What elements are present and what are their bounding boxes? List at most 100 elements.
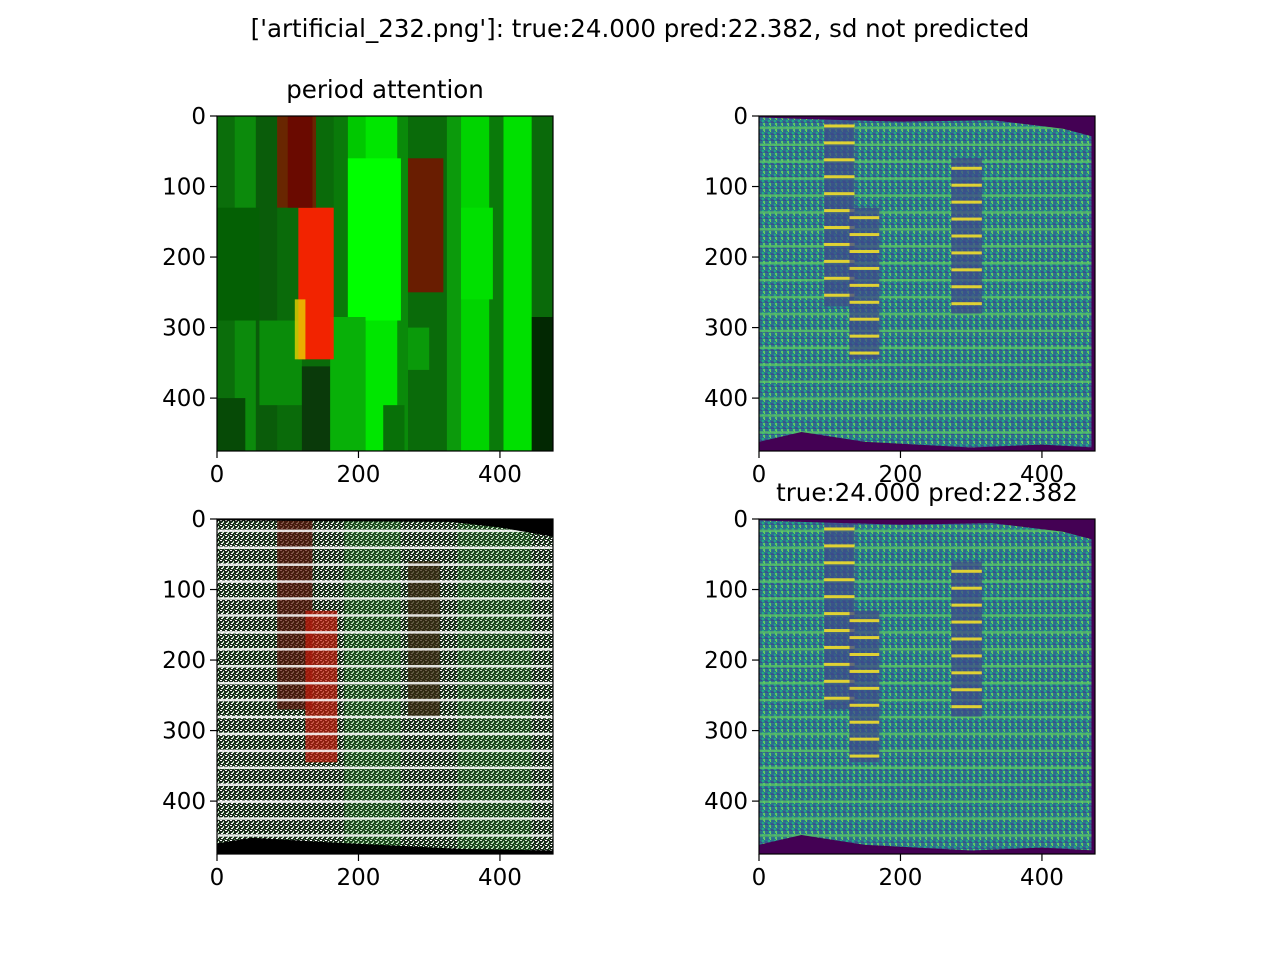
column-stripe (951, 569, 982, 573)
stripe (217, 800, 553, 803)
column-stripe (951, 586, 982, 590)
y-tick-label: 300 (704, 719, 748, 745)
column-stripe (824, 276, 855, 280)
y-tick-label: 100 (162, 175, 206, 201)
column-stripe (849, 669, 880, 673)
x-tick-label: 0 (210, 865, 225, 891)
column-stripe (951, 620, 982, 624)
stripe (217, 698, 553, 702)
column-stripe (951, 268, 982, 272)
stripe (759, 295, 1095, 299)
stripe (759, 228, 1095, 231)
stripe (759, 800, 1095, 803)
attention-block (383, 405, 405, 451)
column-stripe (824, 259, 855, 263)
attention-red-region (407, 158, 444, 293)
stripe (217, 681, 553, 685)
dark-column (849, 610, 880, 763)
bottom-border (217, 837, 553, 854)
panel-attention-overlay: 0 200 400 0 100 200 300 400 (162, 507, 554, 891)
panel-title: true:24.000 pred:22.382 (776, 478, 1078, 507)
column-stripe (824, 645, 855, 649)
stripe (217, 749, 553, 753)
stripe (217, 783, 553, 786)
stripe (759, 363, 1095, 367)
y-tick-label: 0 (733, 507, 748, 533)
right-border (1091, 519, 1095, 854)
viridis-noise (759, 519, 1095, 854)
column-stripe (849, 283, 880, 287)
stripe (217, 664, 553, 668)
column-stripe (849, 216, 880, 220)
attention-block (301, 366, 331, 451)
column-stripe (849, 317, 880, 321)
stripe (759, 397, 1095, 400)
stripe (759, 546, 1095, 550)
column-stripe (951, 234, 982, 238)
red-column (305, 610, 338, 763)
stripe (759, 529, 1095, 533)
column-stripe (824, 209, 855, 213)
stripe (759, 177, 1095, 180)
panel-image (759, 519, 1095, 854)
stripe (217, 563, 553, 566)
attention-block (407, 327, 430, 370)
x-tick-label: 0 (752, 865, 767, 891)
panel-image (217, 519, 553, 854)
stripe (217, 817, 553, 820)
column-stripe (951, 183, 982, 187)
column-stripe (824, 293, 855, 297)
stripe (759, 278, 1095, 282)
stripe (759, 732, 1095, 736)
stripe (217, 732, 553, 736)
stripe (217, 834, 553, 837)
column-stripe (824, 662, 855, 666)
column-stripe (951, 302, 982, 306)
stripe (759, 681, 1095, 685)
stripe (759, 563, 1095, 566)
panel-input-image-top: 0 200 400 0 100 200 300 400 (704, 104, 1096, 488)
bottom-border (759, 431, 1095, 451)
stripe (759, 414, 1095, 417)
top-border (759, 116, 1095, 138)
column-stripe (824, 561, 855, 565)
y-tick-label: 100 (162, 578, 206, 604)
stripe (759, 597, 1095, 600)
y-tick-label: 0 (191, 104, 206, 130)
column-stripe (951, 671, 982, 675)
stripe (759, 312, 1095, 316)
column-stripe (951, 285, 982, 289)
viridis-noise (759, 116, 1095, 451)
dark-column (407, 561, 440, 717)
column-stripe (951, 251, 982, 255)
column-stripe (824, 629, 855, 633)
y-tick-label: 300 (162, 719, 206, 745)
panel-image (759, 116, 1095, 451)
column-stripe (849, 266, 880, 270)
attention-block (217, 207, 260, 321)
x-tick-label: 400 (1020, 462, 1064, 488)
column-stripe (849, 619, 880, 623)
column-stripe (824, 544, 855, 548)
column-stripe (951, 688, 982, 692)
attention-block (461, 207, 493, 300)
dark-column (849, 207, 880, 360)
stripe (759, 431, 1095, 434)
column-stripe (849, 653, 880, 656)
stripe (217, 546, 553, 550)
green-tint (457, 519, 532, 854)
y-tick-label: 200 (704, 245, 748, 271)
x-tick-label: 200 (337, 865, 381, 891)
top-border (759, 519, 1095, 541)
column-stripe (849, 686, 880, 690)
column-stripe (824, 175, 855, 179)
attention-column (446, 116, 462, 451)
stripe (217, 597, 553, 600)
panel-period-attention: 0 200 400 0 100 200 300 400 period attention (162, 75, 554, 488)
stripe (217, 614, 553, 617)
stripe (217, 529, 553, 533)
y-tick-label: 300 (704, 316, 748, 342)
attention-block (330, 317, 366, 451)
x-tick-label: 200 (337, 462, 381, 488)
